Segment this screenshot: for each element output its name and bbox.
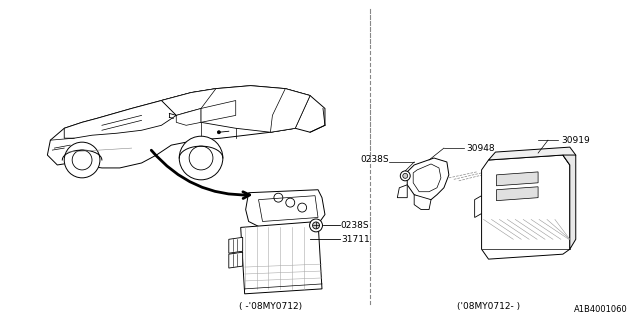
Circle shape — [72, 150, 92, 170]
Polygon shape — [176, 108, 201, 125]
Polygon shape — [481, 155, 570, 259]
Circle shape — [310, 219, 323, 232]
Polygon shape — [246, 190, 325, 228]
Polygon shape — [241, 221, 322, 294]
Circle shape — [286, 198, 295, 207]
Polygon shape — [271, 89, 310, 132]
Circle shape — [179, 136, 223, 180]
Text: 30948: 30948 — [467, 144, 495, 153]
Circle shape — [400, 171, 410, 181]
Polygon shape — [563, 155, 576, 249]
Circle shape — [312, 222, 319, 229]
Polygon shape — [497, 187, 538, 201]
Polygon shape — [407, 158, 449, 200]
Polygon shape — [47, 86, 325, 168]
Circle shape — [298, 203, 307, 212]
Polygon shape — [475, 196, 481, 218]
Polygon shape — [397, 185, 407, 198]
Text: ( -'08MY0712): ( -'08MY0712) — [239, 302, 302, 311]
Text: 0238S: 0238S — [361, 155, 389, 164]
Text: 30919: 30919 — [561, 136, 589, 145]
Polygon shape — [161, 89, 216, 116]
Polygon shape — [161, 86, 310, 132]
Circle shape — [218, 131, 220, 134]
Circle shape — [64, 142, 100, 178]
Polygon shape — [414, 195, 431, 210]
Text: ('08MY0712- ): ('08MY0712- ) — [457, 302, 520, 311]
Polygon shape — [228, 237, 243, 253]
Polygon shape — [201, 100, 236, 122]
Circle shape — [403, 173, 408, 178]
Circle shape — [189, 146, 213, 170]
Polygon shape — [488, 147, 576, 165]
Polygon shape — [497, 172, 538, 186]
Polygon shape — [64, 100, 176, 138]
Text: A1B4001060: A1B4001060 — [573, 305, 627, 314]
Text: 31711: 31711 — [341, 235, 369, 244]
Polygon shape — [228, 252, 243, 268]
Circle shape — [274, 193, 283, 202]
Polygon shape — [413, 164, 441, 192]
Text: 0238S: 0238S — [341, 221, 369, 230]
